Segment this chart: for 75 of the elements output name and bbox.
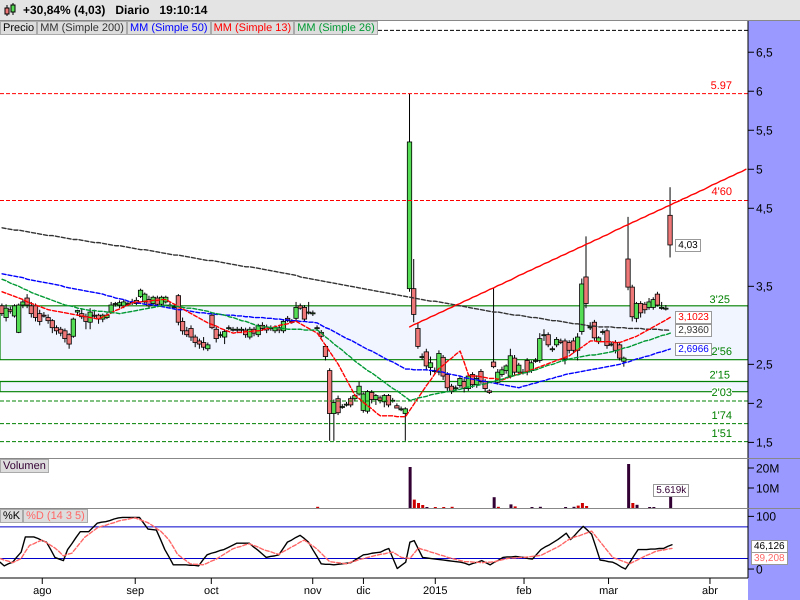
series-label: %K (0, 509, 24, 523)
candlestick (322, 344, 328, 361)
series-label: %D (14 3 5) (23, 509, 88, 523)
y-tick-label: 20M (756, 461, 780, 476)
annotation: 5.97 (710, 80, 732, 92)
x-tick-label: dic (356, 584, 371, 597)
data-label: 2,6966 (675, 343, 712, 356)
annotation: 2'03 (712, 387, 732, 400)
text: Volumen (0, 459, 49, 473)
x-tick-label: oct (204, 584, 219, 597)
candlestick (293, 301, 299, 322)
y-tick-label: 2,5 (756, 358, 774, 372)
x-tick-label: feb (516, 584, 532, 597)
line-series (1, 291, 671, 418)
y-tick-label: 100 (756, 510, 776, 524)
y-tick-label: 6 (756, 84, 763, 98)
y-tick-label: 2 (756, 396, 763, 411)
y-tick-label: 5 (756, 162, 763, 177)
bar (627, 464, 630, 508)
x-tick-label: abr (702, 584, 718, 597)
text: 46,126 (751, 540, 788, 554)
text: 39,208 (751, 552, 788, 566)
candlestick (537, 332, 542, 364)
band-label: 3'25 (710, 294, 730, 306)
y-tick-label: 4,5 (756, 202, 774, 216)
data-label: 5.619k (653, 484, 690, 497)
bar (408, 467, 412, 508)
candlestick (424, 348, 429, 372)
bar (509, 504, 512, 508)
annotation: 2'56 (712, 346, 732, 358)
bar (492, 497, 496, 508)
x-tick-label: mar (599, 584, 618, 597)
candlestick (402, 406, 408, 442)
bar (636, 504, 639, 508)
candlestick (386, 394, 392, 408)
candlestick (222, 328, 228, 345)
y-tick-label: 10M (756, 481, 780, 496)
y-tick-label: 5,5 (756, 124, 774, 138)
candlestick (348, 396, 354, 408)
annotation: 4'60 (712, 186, 732, 198)
x-tick-label: sep (126, 584, 144, 597)
candlestick (654, 291, 660, 308)
bar (421, 505, 424, 508)
chart-title: +30,84% (4,03) Diario 19:10:14 (23, 3, 208, 17)
y-tick-label: 3,5 (756, 280, 774, 294)
band-label: 2'15 (710, 370, 730, 382)
bar (631, 503, 634, 508)
text: Precio (0, 21, 38, 35)
candlestick (373, 394, 378, 406)
data-label: 2,9360 (675, 324, 712, 338)
x-tick-label: nov (304, 584, 322, 597)
text: MM (Simple 26) (294, 21, 378, 35)
candlestick (3, 304, 9, 322)
text: MM (Simple 200) (37, 21, 127, 35)
bar (669, 496, 672, 508)
annotation: 1'74 (712, 410, 732, 422)
bar (417, 503, 420, 508)
candlestick (575, 332, 580, 361)
text: MM (Simple 13) (210, 21, 294, 35)
bar (580, 503, 584, 508)
candlestick (415, 322, 421, 350)
text: MM (Simple 50) (126, 21, 211, 35)
candlestick (302, 304, 308, 322)
data-label: 3,1023 (675, 311, 712, 324)
x-tick-label: 2015 (423, 584, 448, 597)
bar (412, 500, 416, 508)
y-tick-label: 6,5 (756, 45, 774, 60)
candlestick (642, 301, 648, 314)
candlestick (546, 332, 551, 348)
candlestick (50, 318, 55, 334)
annotation: 1'51 (712, 428, 732, 440)
candlestick (490, 287, 496, 369)
y-tick-label: 1,5 (756, 436, 774, 450)
x-tick-label: ago (33, 584, 52, 597)
text: 4,03 (678, 240, 698, 251)
